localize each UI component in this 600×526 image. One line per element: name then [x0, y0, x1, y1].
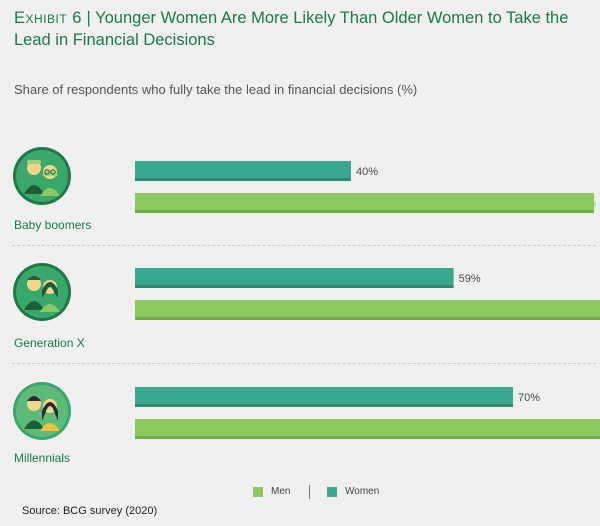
- data-label-women-baby-boomers: 40%: [356, 166, 378, 178]
- legend-men-label: Men: [271, 486, 291, 497]
- legend-women-swatch: [327, 487, 337, 497]
- bar-men-millennials: [135, 419, 600, 439]
- group-label-baby-boomers: Baby boomers: [14, 218, 92, 232]
- bar-shadow-men-baby-boomers: [135, 210, 594, 213]
- data-label-women-millennials: 70%: [518, 392, 540, 404]
- data-label-men-millennials: 89%: [574, 424, 596, 436]
- millennials-couple-icon: [13, 382, 71, 440]
- bar-women-baby-boomers: [135, 161, 351, 181]
- legend-men-swatch: [253, 487, 263, 497]
- bar-shadow-women-generation-x: [135, 285, 454, 288]
- data-label-women-generation-x: 59%: [459, 273, 481, 285]
- data-label-men-baby-boomers: 85%: [574, 198, 596, 210]
- bar-shadow-women-millennials: [135, 404, 513, 407]
- chart-title: Exhibit 6 | Younger Women Are More Likel…: [14, 7, 594, 51]
- group-divider: [12, 245, 596, 246]
- bar-women-generation-x: [135, 268, 454, 288]
- bar-shadow-men-generation-x: [135, 317, 600, 320]
- bar-shadow-women-baby-boomers: [135, 178, 351, 181]
- chart-subtitle: Share of respondents who fully take the …: [14, 82, 418, 97]
- source-note: Source: BCG survey (2020): [22, 505, 158, 517]
- group-label-generation-x: Generation X: [14, 336, 85, 350]
- bar-women-millennials: [135, 387, 513, 407]
- legend-separator: [309, 485, 310, 499]
- generation-x-couple-icon: [13, 263, 71, 321]
- bar-men-generation-x: [135, 300, 600, 320]
- title-separator: |: [86, 9, 91, 27]
- chart-legend: Men Women: [0, 485, 600, 501]
- title-text: Younger Women Are More Likely Than Older…: [14, 9, 569, 49]
- bar-shadow-men-millennials: [135, 436, 600, 439]
- group-label-millennials: Millennials: [14, 451, 71, 465]
- data-label-men-generation-x: 89%: [574, 305, 596, 317]
- bar-men-baby-boomers: [135, 193, 594, 213]
- exhibit-label: Exhibit 6: [14, 9, 82, 27]
- legend-women-label: Women: [345, 486, 380, 497]
- group-divider: [12, 363, 596, 364]
- baby-boomers-couple-icon: [13, 147, 71, 205]
